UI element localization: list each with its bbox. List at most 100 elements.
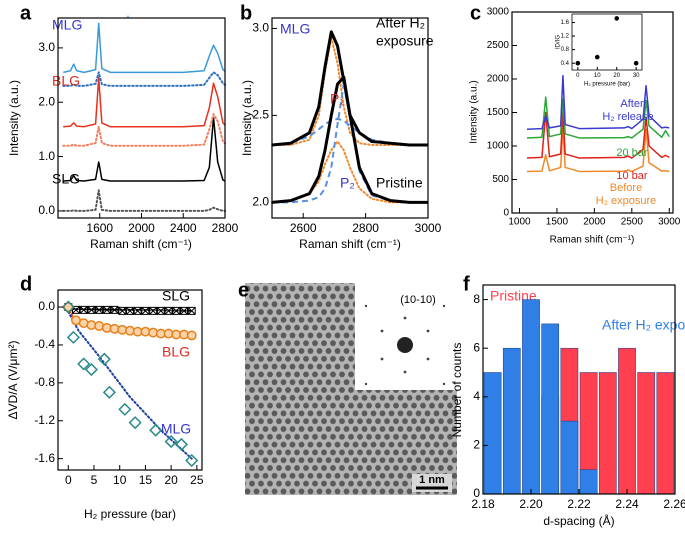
inset-point (633, 60, 639, 66)
histogram-bar (560, 420, 579, 495)
y-tick-label: 2.5 (252, 108, 269, 122)
marker (66, 330, 80, 344)
spectrum-line (271, 75, 428, 204)
y-tick-label: 2.0 (252, 195, 269, 209)
x-tick-label: 2800 (212, 221, 239, 235)
panel-label: d (20, 273, 32, 295)
annotation: SLG (52, 171, 80, 187)
x-tick-label: 10 (594, 73, 601, 79)
spectrum-line (63, 22, 226, 74)
annotation: BLG (52, 73, 80, 89)
marker (128, 416, 142, 430)
y-tick-label: 1500 (487, 107, 510, 118)
y-axis-title: Intensity (a.u.) (240, 80, 254, 156)
inset-point (594, 54, 600, 60)
spectrum-line (63, 116, 226, 182)
y-tick-label: 3.0 (252, 21, 269, 35)
x-tick-label: 1000 (508, 217, 531, 228)
panel-label: f (463, 273, 470, 295)
y-tick-label: 1.2 (561, 34, 570, 40)
histogram-bar (637, 372, 656, 495)
marker (84, 363, 98, 377)
marker (126, 306, 134, 315)
series-label: SLG (162, 288, 190, 304)
marker (187, 306, 196, 315)
inset-x-title: H₂ pressure (bar) (584, 82, 630, 88)
annotation: After (620, 98, 644, 110)
y-tick-label: 6 (473, 340, 480, 354)
x-tick-label: 1600 (86, 221, 113, 235)
y-tick-label: 0.0 (38, 203, 55, 217)
x-tick-label: 1500 (546, 217, 569, 228)
y-tick-label: 2.0 (38, 94, 55, 108)
marker (63, 302, 74, 313)
x-axis-title: H₂ pressure (bar) (84, 507, 176, 521)
inset-bg (572, 14, 642, 70)
x-tick-label: 2.20 (519, 497, 543, 511)
marker (97, 352, 111, 366)
marker (79, 305, 88, 314)
annotation: exposure (376, 33, 434, 49)
y-tick-label: 2 (473, 438, 480, 452)
x-tick-label: 0 (576, 73, 580, 79)
marker (102, 305, 111, 314)
x-tick-label: 2.22 (567, 497, 591, 511)
x-tick-label: 3000 (658, 217, 681, 228)
y-tick-label: 0.0 (38, 299, 55, 313)
plot-frame (271, 17, 429, 219)
panel-label: c (470, 2, 481, 24)
marker (95, 305, 104, 314)
histogram-bar (579, 469, 598, 495)
fit-line (67, 310, 193, 460)
y-tick-label: 2000 (487, 74, 510, 85)
series-label: After H₂ exposure (602, 317, 685, 333)
annotation: Pristine (376, 175, 423, 191)
x-tick-label: 15 (139, 473, 153, 487)
x-axis-title: d-spacing (Å) (543, 513, 614, 528)
inset-point (614, 16, 620, 21)
x-tick-label: 2.18 (471, 497, 495, 511)
marker (149, 423, 163, 437)
y-tick-label: 500 (492, 174, 509, 185)
histogram-bar (618, 347, 636, 495)
plot-frame (57, 289, 203, 471)
panel-label: a (20, 2, 32, 24)
annotation: MLG (280, 21, 310, 37)
spectrum-line (272, 83, 428, 204)
diffraction-spots (364, 304, 446, 386)
x-tick-label: 3000 (415, 221, 442, 235)
x-axis-title: Raman shift (cm⁻¹) (550, 235, 635, 246)
y-tick-label: 2500 (487, 40, 510, 51)
y-tick-label: 1.0 (38, 149, 55, 163)
histogram-bar (598, 372, 617, 495)
tem-image-panel: (10-10) 1 nm e (238, 279, 457, 495)
y-tick-label: 0.4 (561, 61, 570, 67)
marker (102, 385, 116, 399)
series-label: BLG (162, 344, 190, 360)
y-axis-title: Intensity (a.u.) (469, 80, 480, 143)
histogram-bar (522, 299, 540, 495)
panel-label: b (240, 2, 252, 24)
annotation: MLG (52, 17, 82, 33)
diffraction-center (397, 337, 413, 353)
x-tick-label: 2600 (290, 221, 317, 235)
x-axis-title: Raman shift (cm⁻¹) (90, 237, 192, 251)
histogram-bar (502, 347, 521, 495)
y-tick-label: -1.6 (34, 451, 55, 465)
annotation: P₁ (330, 91, 344, 107)
diffraction-label: (10-10) (400, 294, 435, 306)
spectrum-line (271, 30, 428, 147)
marker (180, 306, 188, 315)
x-tick-label: 20 (164, 473, 178, 487)
y-tick-label: -0.4 (34, 337, 55, 351)
annotation: H₂ release (602, 111, 653, 123)
annotation: H₂ exposure (596, 195, 657, 207)
annotation: P₂ (340, 175, 355, 191)
spectrum-line (62, 71, 226, 87)
spectrum-line (62, 113, 226, 147)
histogram-bar (541, 323, 560, 495)
marker (185, 453, 199, 468)
y-axis-title: ΔVD/A (V/μm²) (6, 341, 20, 420)
